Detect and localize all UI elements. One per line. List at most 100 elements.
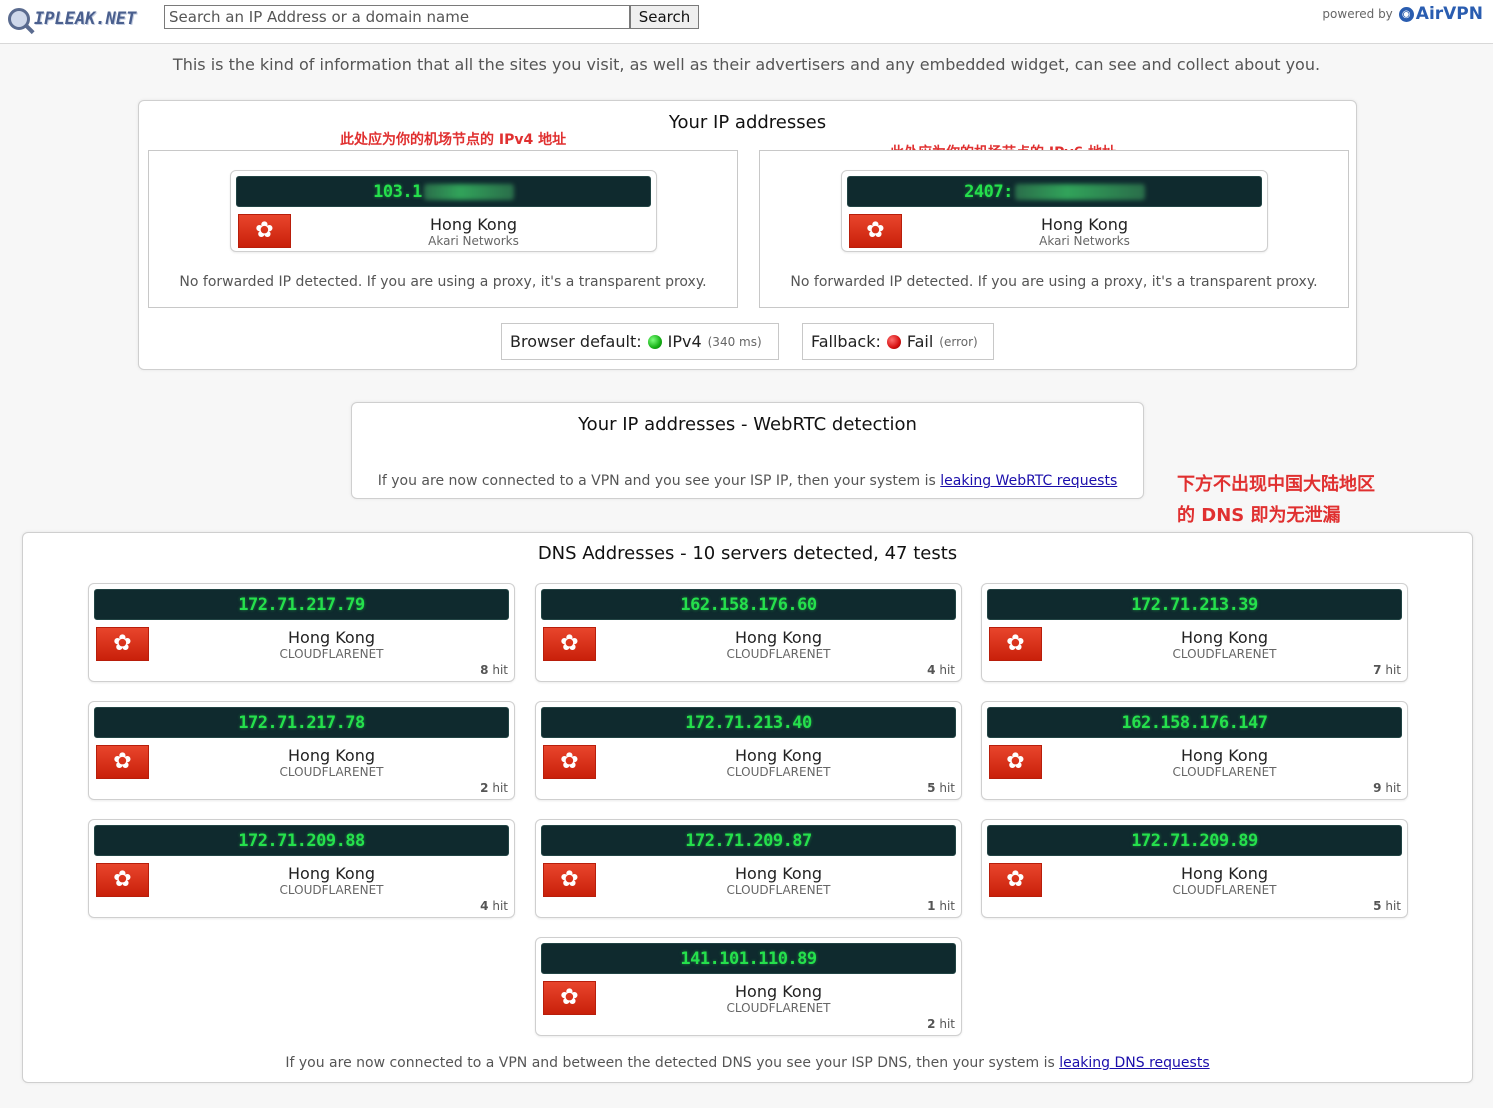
dns-ip-address[interactable]: 162.158.176.60 [541,589,956,620]
fallback-status: Fallback: Fail (error) [802,323,994,360]
fallback-detail: (error) [939,334,978,349]
fallback-label: Fallback: [811,332,881,351]
hong-kong-flag-icon: ✿ [543,745,596,779]
webrtc-note: If you are now connected to a VPN and yo… [352,473,1143,489]
hong-kong-flag-icon: ✿ [238,214,291,248]
redacted-blur [423,184,514,200]
dns-hit-count: 4 [480,899,489,913]
browser-default-status: Browser default: IPv4 (340 ms) [501,323,779,360]
dns-country: Hong Kong [288,746,375,765]
dns-hit-label: hit [1385,781,1401,795]
dns-isp: CLOUDFLARENET [726,1001,831,1015]
dns-country: Hong Kong [735,864,822,883]
hong-kong-flag-icon: ✿ [96,745,149,779]
dns-hit-label: hit [492,781,508,795]
webrtc-panel: Your IP addresses - WebRTC detection If … [351,402,1144,499]
hong-kong-flag-icon: ✿ [989,863,1042,897]
dns-country: Hong Kong [288,628,375,647]
dns-ip-address[interactable]: 172.71.209.88 [94,825,509,856]
hong-kong-flag-icon: ✿ [96,627,149,661]
dns-hit-label: hit [492,663,508,677]
dns-hit-label: hit [939,781,955,795]
dns-country: Hong Kong [735,628,822,647]
ipv6-address[interactable]: 2407: [847,176,1262,207]
dns-ip-address[interactable]: 172.71.213.40 [541,707,956,738]
dns-country: Hong Kong [1181,864,1268,883]
dns-server-card: 172.71.209.89 ✿ Hong Kong CLOUDFLARENET 5 hi… [981,819,1408,918]
ipv4-isp: Akari Networks [428,234,519,248]
dns-server-card: 162.158.176.60 ✿ Hong Kong CLOUDFLARENET 4 h… [535,583,962,682]
tagline: This is the kind of information that all… [172,55,1321,74]
hong-kong-flag-icon: ✿ [543,981,596,1015]
dns-note: If you are now connected to a VPN and be… [23,1055,1472,1071]
airvpn-link[interactable]: ◉ AirVPN [1398,4,1483,24]
fallback-value: Fail [906,332,934,351]
dns-hits: 5 hit [927,781,955,795]
dns-panel: DNS Addresses - 10 servers detected, 47 … [22,532,1473,1083]
browser-default-time: (340 ms) [707,334,762,349]
dns-hit-count: 7 [1373,663,1382,677]
ipv6-card: 2407: ✿ Hong Kong Akari Networks [841,170,1268,252]
dns-hits: 7 hit [1373,663,1401,677]
ip-panel-title: Your IP addresses [668,112,827,133]
site-logo[interactable]: IPLEAK.NET [8,6,148,32]
webrtc-title: Your IP addresses - WebRTC detection [578,414,917,435]
ipv6-text: 2407: [964,182,1013,202]
airvpn-label: AirVPN [1415,4,1483,24]
ipv4-forward-note: No forwarded IP detected. If you are usi… [179,274,707,290]
redacted-blur [1014,184,1145,200]
dns-hits: 4 hit [927,663,955,677]
ipv4-address[interactable]: 103.1 [236,176,651,207]
ipv6-box: 2407: ✿ Hong Kong Akari Networks No forw… [759,150,1349,308]
search-button[interactable]: Search [630,5,699,29]
hong-kong-flag-icon: ✿ [543,627,596,661]
dns-ip-address[interactable]: 162.158.176.147 [987,707,1402,738]
dns-country: Hong Kong [1181,628,1268,647]
dns-hit-label: hit [939,899,955,913]
hong-kong-flag-icon: ✿ [989,627,1042,661]
dns-ip-address[interactable]: 172.71.217.78 [94,707,509,738]
dns-hit-label: hit [1385,663,1401,677]
dns-hit-count: 2 [927,1017,936,1031]
dns-hits: 9 hit [1373,781,1401,795]
ipv4-annotation: 此处应为你的机场节点的 IPv4 地址 [340,132,567,148]
dns-hit-count: 5 [927,781,936,795]
dns-country: Hong Kong [735,746,822,765]
dns-hit-count: 5 [1373,899,1382,913]
dns-server-card: 162.158.176.147 ✿ Hong Kong CLOUDFLARENET 9 … [981,701,1408,800]
dns-ip-address[interactable]: 172.71.209.89 [987,825,1402,856]
dns-server-card: 172.71.213.39 ✿ Hong Kong CLOUDFLARENET 7 hi… [981,583,1408,682]
search-input[interactable] [164,5,630,29]
dns-hits: 2 hit [480,781,508,795]
ipv4-country: Hong Kong [430,215,517,234]
dns-ip-address[interactable]: 172.71.209.87 [541,825,956,856]
airvpn-logo-icon: ◉ [1398,6,1414,22]
ipv6-country: Hong Kong [1041,215,1128,234]
green-dot-icon [647,334,662,349]
webrtc-leak-link[interactable]: leaking WebRTC requests [940,473,1118,489]
dns-server-card: 172.71.209.88 ✿ Hong Kong CLOUDFLARENET 4 hi… [88,819,515,918]
powered-by-label: powered by [1322,7,1393,21]
dns-leak-link[interactable]: leaking DNS requests [1059,1055,1210,1071]
hong-kong-flag-icon: ✿ [96,863,149,897]
dns-annotation-line1: 下方不出现中国大陆地区 [1177,474,1375,495]
dns-isp: CLOUDFLARENET [1172,883,1277,897]
dns-hits: 1 hit [927,899,955,913]
dns-ip-address[interactable]: 172.71.213.39 [987,589,1402,620]
dns-isp: CLOUDFLARENET [726,883,831,897]
dns-hits: 5 hit [1373,899,1401,913]
dns-hit-label: hit [939,663,955,677]
magnifier-icon [8,8,30,30]
dns-hit-count: 1 [927,899,936,913]
ipv4-card: 103.1 ✿ Hong Kong Akari Networks [230,170,657,252]
logo-text: IPLEAK.NET [34,9,137,29]
dns-server-card: 172.71.209.87 ✿ Hong Kong CLOUDFLARENET 1 hi… [535,819,962,918]
ipv6-isp: Akari Networks [1039,234,1130,248]
dns-ip-address[interactable]: 141.101.110.89 [541,943,956,974]
dns-ip-address[interactable]: 172.71.217.79 [94,589,509,620]
browser-default-value: IPv4 [667,332,702,351]
dns-hits: 2 hit [927,1017,955,1031]
dns-isp: CLOUDFLARENET [279,883,384,897]
dns-server-card: 172.71.217.79 ✿ Hong Kong CLOUDFLARENET 8 hi… [88,583,515,682]
dns-hits: 8 hit [480,663,508,677]
